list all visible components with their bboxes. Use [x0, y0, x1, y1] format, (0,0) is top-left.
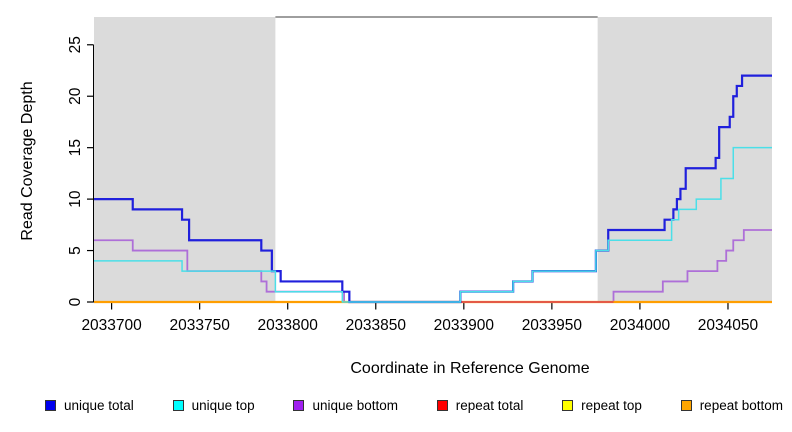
x-tick-label: 2033900 — [434, 317, 495, 334]
x-tick-label: 2034000 — [610, 317, 671, 334]
y-tick-label: 25 — [67, 36, 84, 53]
legend-swatch-unique-total — [45, 400, 56, 411]
legend-swatch-repeat-top — [562, 400, 574, 411]
y-tick-label: 0 — [67, 297, 84, 306]
legend-swatch-unique-bottom — [293, 400, 305, 411]
x-axis-title-wrap: Coordinate in Reference Genome — [0, 360, 792, 378]
x-tick-label: 2033750 — [169, 317, 230, 334]
x-tick-label: 2033950 — [522, 317, 583, 334]
x-tick-label: 2033800 — [258, 317, 319, 334]
legend-item-repeat-top: repeat top — [562, 398, 642, 413]
legend-item-repeat-bottom: repeat bottom — [680, 398, 783, 413]
x-tick-label: 2034050 — [698, 317, 759, 334]
legend-label-repeat-total: repeat total — [455, 398, 524, 413]
legend-swatch-unique-top — [172, 400, 184, 411]
repeat-region-right — [597, 17, 772, 302]
y-tick-label: 10 — [67, 190, 84, 208]
repeat-region-left — [94, 17, 276, 302]
legend-swatch-repeat-total — [436, 400, 448, 411]
legend-label-unique-bottom: unique bottom — [312, 398, 398, 413]
legend-item-unique-top: unique top — [172, 398, 255, 413]
legend: unique total unique top unique bottom repea… — [45, 398, 783, 413]
legend-item-unique-total: unique total — [45, 398, 134, 413]
legend-label-unique-total: unique total — [64, 398, 134, 413]
y-tick-label: 5 — [67, 246, 84, 255]
legend-label-repeat-top: repeat top — [581, 398, 642, 413]
series-line-unique-top — [94, 146, 772, 303]
legend-label-unique-top: unique top — [191, 398, 255, 413]
legend-swatch-repeat-bottom — [680, 400, 692, 411]
legend-item-repeat-total: repeat total — [436, 398, 524, 413]
y-tick-label: 20 — [67, 87, 84, 105]
x-axis-title: Coordinate in Reference Genome — [350, 360, 590, 377]
y-axis-title: Read Coverage Depth — [19, 81, 36, 241]
y-tick-label: 15 — [67, 139, 84, 156]
x-tick-label: 2033700 — [81, 317, 142, 334]
x-tick-label: 2033850 — [346, 317, 407, 334]
legend-item-unique-bottom: unique bottom — [293, 398, 398, 413]
legend-label-repeat-bottom: repeat bottom — [699, 398, 783, 413]
